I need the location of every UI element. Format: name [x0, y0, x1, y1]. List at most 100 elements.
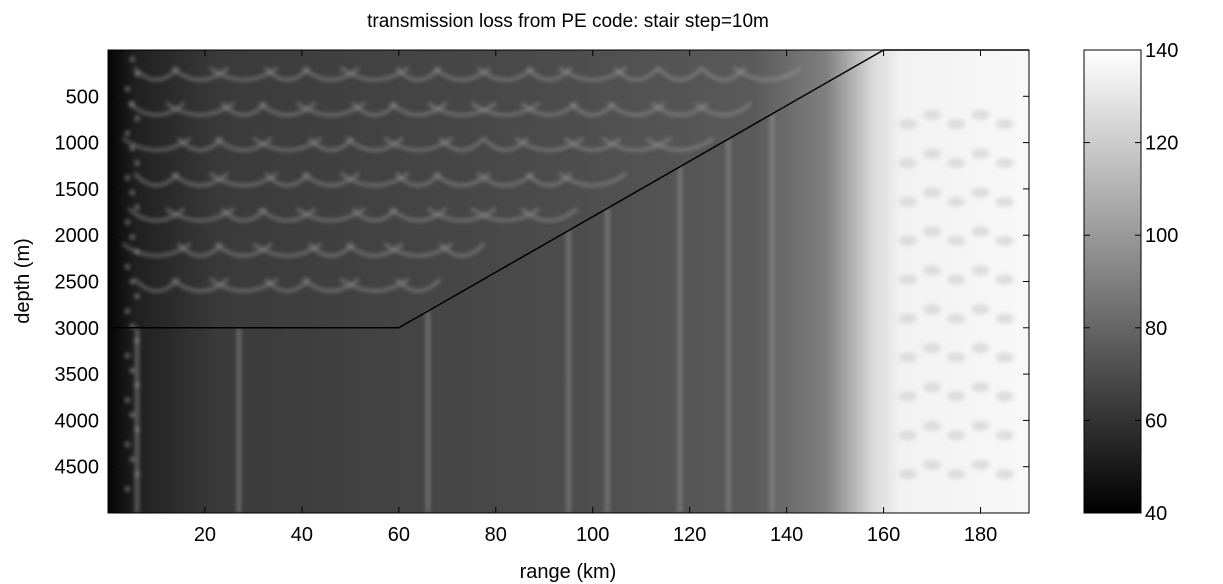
heatmap-arc — [694, 102, 753, 117]
heatmap-arc — [302, 66, 360, 81]
heatmap-arc — [345, 137, 404, 152]
heatmap-arc — [427, 101, 497, 117]
heatmap-blotch — [923, 459, 942, 470]
heatmap-blotch — [971, 265, 990, 276]
heatmap-image — [108, 50, 1029, 513]
heatmap-blotch — [923, 226, 942, 237]
heatmap-streak — [425, 311, 430, 513]
heatmap-blotch — [947, 196, 966, 207]
heatmap-arc — [252, 242, 323, 257]
colorbar-tick-label: 80 — [1145, 318, 1167, 340]
heatmap-arc — [121, 242, 192, 257]
heatmap-blotch — [923, 265, 942, 276]
heatmap-speckle — [130, 457, 135, 462]
y-tick-label: 500 — [66, 86, 99, 108]
heatmap-speckle — [125, 397, 130, 403]
heatmap-speckle — [125, 131, 130, 136]
colorbar — [1083, 49, 1142, 514]
heatmap-speckle — [130, 101, 135, 106]
heatmap-arc — [345, 242, 404, 257]
heatmap-streak — [770, 113, 775, 513]
heatmap-blotch — [971, 420, 990, 431]
heatmap-blotch — [898, 391, 917, 402]
heatmap-arc — [339, 172, 410, 187]
heatmap-speckle — [125, 86, 130, 92]
y-tick-label: 1000 — [55, 133, 100, 155]
x-tick-label: 60 — [388, 524, 410, 546]
x-tick-label: 140 — [770, 524, 803, 546]
heatmap-speckle — [125, 353, 130, 358]
heatmap-blotch — [971, 382, 990, 393]
heatmap-arc — [389, 207, 448, 222]
heatmap-blotch — [898, 235, 917, 246]
heatmap-blotch — [947, 274, 966, 285]
heatmap-speckle — [134, 338, 140, 343]
heatmap-arc — [258, 102, 317, 117]
heatmap-blotch — [947, 430, 966, 441]
heatmap-arc — [383, 242, 453, 257]
heatmap-blotch — [898, 430, 917, 441]
heatmap-arc — [214, 242, 273, 257]
heatmap-arc — [165, 101, 235, 117]
heatmap-speckle — [130, 323, 135, 329]
heatmap-arc — [395, 278, 442, 293]
heatmap-blotch — [947, 352, 966, 363]
colorbar-tick-label: 140 — [1145, 40, 1178, 62]
heatmap-arc — [645, 137, 715, 152]
heatmap-blotch — [995, 352, 1014, 363]
heatmap-blotch — [971, 459, 990, 470]
heatmap-arc — [526, 66, 573, 82]
heatmap-blotch — [995, 119, 1014, 130]
heatmap-speckle — [125, 308, 130, 314]
heatmap-arc — [258, 207, 317, 222]
heatmap-speckle — [134, 160, 140, 166]
y-axis: 500 1000 1500 2000 2500 3000 3500 4000 4500 — [55, 86, 1029, 479]
heatmap-speckle — [134, 383, 140, 388]
x-tick-label: 180 — [964, 524, 997, 546]
heatmap-speckle — [130, 190, 135, 195]
y-tick-label: 3500 — [55, 364, 100, 386]
heatmap-blotch — [971, 304, 990, 315]
heatmap-arc — [520, 207, 578, 222]
heatmap-speckle — [130, 234, 135, 240]
heatmap-arc — [214, 137, 273, 152]
y-tick-label: 1500 — [55, 179, 100, 201]
heatmap-speckle — [134, 116, 140, 121]
heatmap-blotch — [995, 235, 1014, 246]
colorbar-tick-label: 40 — [1145, 503, 1167, 525]
heatmap-arc — [558, 172, 628, 187]
heatmap-streak — [605, 208, 610, 513]
heatmap-streak — [566, 230, 571, 513]
heatmap-speckle — [130, 57, 135, 62]
heatmap-speckle — [130, 279, 135, 284]
heatmap-blotch — [898, 274, 917, 285]
chart-title: transmission loss from PE code: stair st… — [367, 11, 769, 32]
heatmap-speckle — [134, 294, 140, 299]
heatmap-arc — [470, 207, 541, 222]
heatmap-arc — [427, 207, 497, 222]
heatmap-speckle — [134, 71, 140, 77]
heatmap-blotch — [995, 157, 1014, 168]
heatmap-arc — [339, 277, 410, 293]
heatmap-blotch — [971, 148, 990, 159]
y-tick-label: 2500 — [55, 272, 100, 294]
bathymetry-line — [108, 49, 1029, 329]
heatmap-arc — [520, 102, 578, 117]
y-tick-label: 4500 — [55, 457, 100, 479]
heatmap-arc — [121, 137, 192, 152]
heatmap-arc — [700, 66, 747, 82]
heatmap-speckle — [130, 145, 135, 151]
heatmap-blotch — [923, 304, 942, 315]
heatmap-speckle — [134, 249, 140, 255]
heatmap-arc — [127, 207, 186, 222]
heatmap-arc — [383, 137, 453, 152]
heatmap-blotch — [971, 109, 990, 120]
heatmap-arc — [302, 172, 360, 187]
heatmap-arc — [514, 137, 584, 152]
heatmap-blotch — [995, 196, 1014, 207]
heatmap-arc — [171, 66, 229, 81]
heatmap-speckle — [130, 412, 135, 418]
heatmap-arc — [476, 172, 535, 187]
heatmap-blotch — [947, 469, 966, 480]
